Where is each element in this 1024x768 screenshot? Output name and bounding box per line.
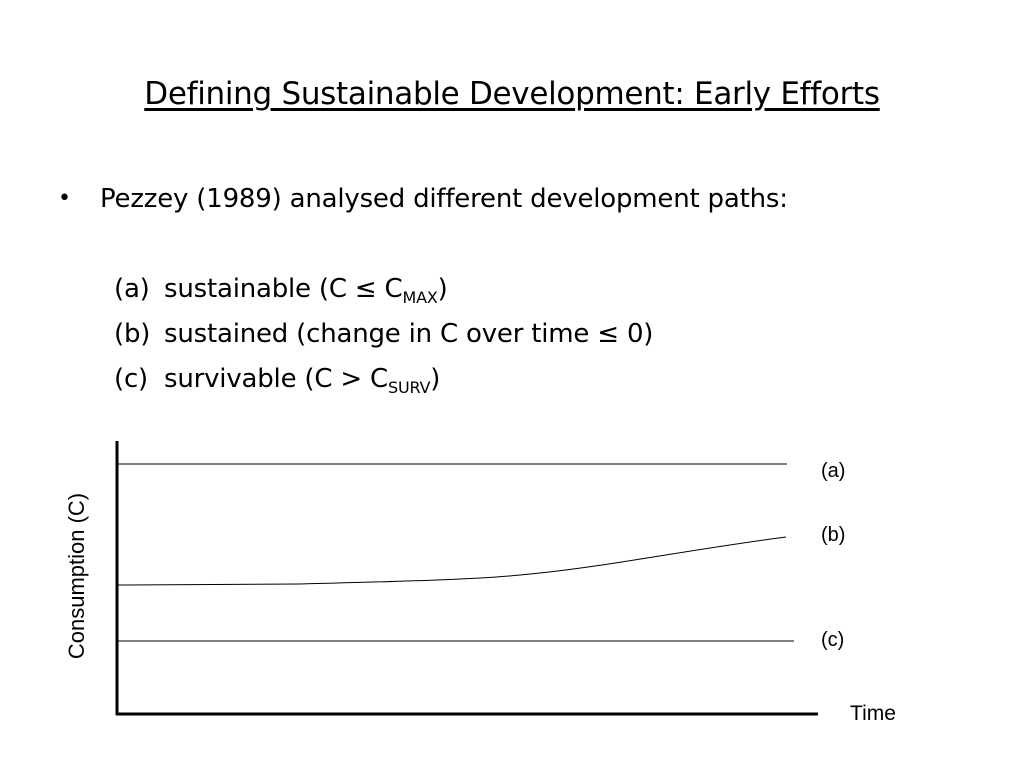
path-marker: (c) (114, 364, 148, 394)
y-axis-label: Consumption (C) (64, 493, 89, 659)
curve-label-a: (a) (821, 460, 845, 482)
path-text: sustained (change in C over time ≤ 0) (164, 319, 654, 349)
development-paths-list: (a) sustainable (C ≤ CMAX) (b) sustained (… (114, 274, 653, 409)
path-item-c: (c) survivable (C > CSURV) (114, 364, 653, 409)
path-item-a: (a) sustainable (C ≤ CMAX) (114, 274, 653, 319)
slide-title: Defining Sustainable Development: Early … (144, 76, 880, 112)
path-text: sustainable (C ≤ CMAX) (164, 274, 448, 307)
path-text: survivable (C > CSURV) (164, 364, 441, 397)
path-subscript: MAX (402, 288, 438, 307)
bullet-symbol: • (58, 186, 71, 211)
bullet-point: • Pezzey (1989) analysed different develo… (58, 184, 788, 214)
curve-b (116, 536, 787, 586)
path-marker: (a) (114, 274, 150, 304)
curve-label-b: (b) (821, 524, 845, 546)
path-subscript: SURV (388, 378, 431, 397)
path-item-b: (b) sustained (change in C over time ≤ 0) (114, 319, 653, 364)
bullet-text: Pezzey (1989) analysed different develop… (100, 184, 788, 214)
path-marker: (b) (114, 319, 151, 349)
x-axis-label: Time (850, 702, 896, 725)
curve-label-c: (c) (821, 629, 844, 651)
